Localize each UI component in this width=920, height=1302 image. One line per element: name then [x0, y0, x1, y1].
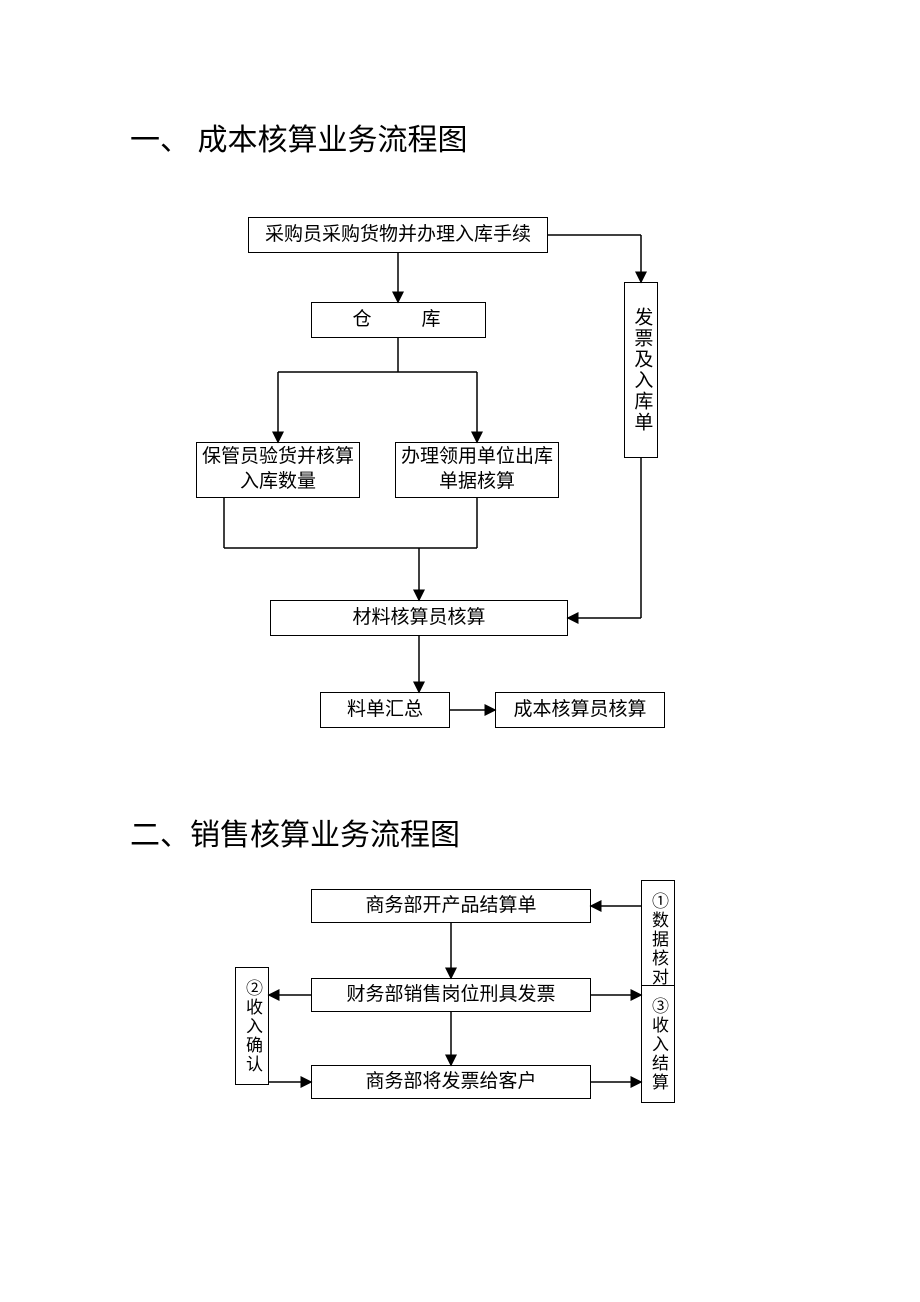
- node-finance-invoice: 财务部销售岗位刑具发票: [311, 978, 591, 1012]
- node-income-confirm: ②收入确认: [235, 967, 269, 1085]
- node-material-summary: 料单汇总: [320, 692, 450, 728]
- section-title-2: 二、销售核算业务流程图: [130, 810, 460, 854]
- node-material-account: 材料核算员核算: [270, 600, 568, 636]
- section-title-1: 一、 成本核算业务流程图: [130, 115, 468, 159]
- node-warehouse: 仓 库: [311, 302, 486, 338]
- node-invoice-receipt: 发票及入库单: [624, 282, 658, 458]
- node-data-check: ①数据核对: [641, 880, 675, 998]
- node-deliver-invoice: 商务部将发票给客户: [311, 1065, 591, 1099]
- node-cost-account: 成本核算员核算: [495, 692, 665, 728]
- node-inspect: 保管员验货并核算入库数量: [196, 442, 360, 498]
- node-settlement: 商务部开产品结算单: [311, 889, 591, 923]
- node-purchase: 采购员采购货物并办理入库手续: [248, 217, 548, 253]
- node-outbound: 办理领用单位出库单据核算: [395, 442, 559, 498]
- node-income-settle: ③收入结算: [641, 985, 675, 1103]
- connector-layer: [0, 0, 920, 1302]
